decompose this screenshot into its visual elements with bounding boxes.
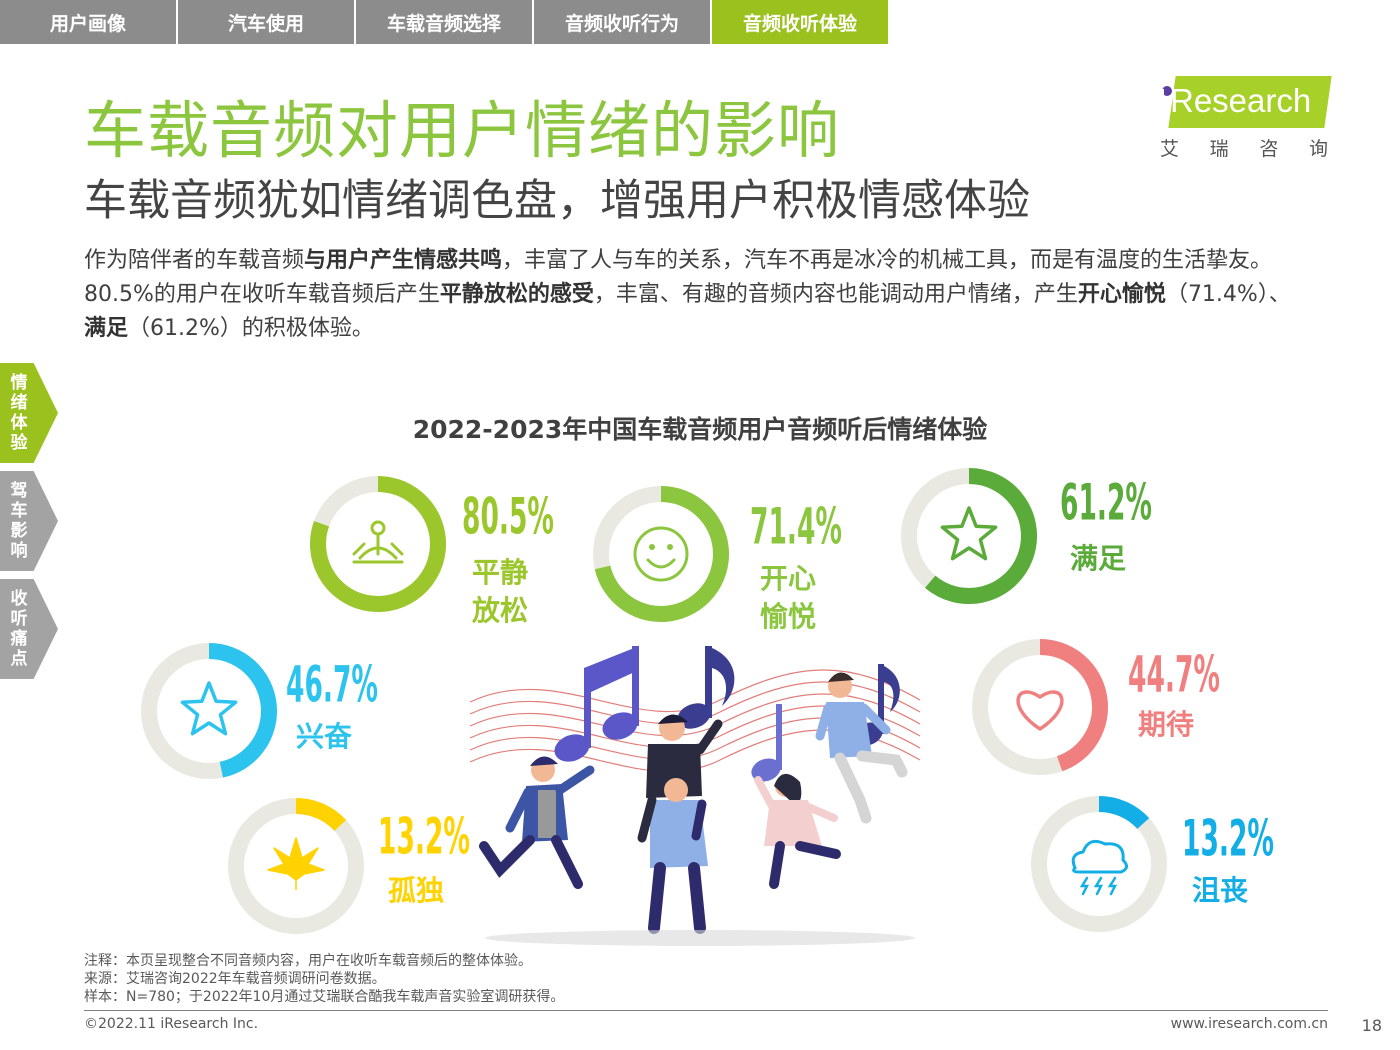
ground-shadow	[485, 930, 915, 946]
side-tab-driving-impact[interactable]: 驾车影响	[0, 471, 58, 571]
donut-arc	[208, 643, 277, 778]
meditation-icon	[352, 520, 404, 564]
nav-tab-audio-choice[interactable]: 车载音频选择	[356, 0, 532, 44]
logo-cn-char: 咨	[1259, 138, 1279, 160]
intro-paragraph: 作为陪伴者的车载音频与用户产生情感共鸣，丰富了人与车的关系，汽车不再是冰冷的机械…	[84, 244, 1364, 346]
storm-cloud-icon	[1071, 839, 1128, 896]
page-number: 18	[1361, 1016, 1382, 1035]
donut-value-label: 13.2%	[378, 808, 470, 866]
logo-cn-char: 询	[1308, 138, 1328, 160]
intro-text: ，丰富、有趣的音频内容也能调动用户情绪，产生	[593, 282, 1078, 307]
donut-category-label: 放松	[471, 594, 528, 627]
leaf-icon	[267, 837, 325, 890]
donut-7: 13.2% 沮丧	[1031, 796, 1274, 932]
intro-bold: 开心愉悦	[1077, 282, 1166, 307]
chart-title: 2022-2023年中国车载音频用户音频听后情绪体验	[412, 415, 988, 444]
donut-category-label: 开心	[760, 562, 816, 595]
donut-5: 44.7% 期待	[972, 639, 1220, 775]
dancer-4	[815, 672, 908, 824]
donut-1: 80.5% 平静放松	[310, 476, 554, 627]
donut-category-label: 愉悦	[760, 600, 816, 633]
donut-layer: 80.5% 平静放松 71.4% 开心愉悦 61.2% 满足 46.7% 兴奋 44.7% 期待 1…	[141, 468, 1274, 934]
side-tab-label: 情绪体验	[10, 373, 28, 453]
footnote-sample: 样本：N=780；于2022年10月通过艾瑞联合酷我车载声音实验室调研获得。	[84, 989, 565, 1005]
nav-tab-car-usage[interactable]: 汽车使用	[178, 0, 354, 44]
smiley-icon	[633, 526, 689, 582]
iresearch-logo: Research 艾 瑞 咨 询	[1158, 74, 1332, 161]
website-link[interactable]: www.iresearch.com.cn	[1170, 1016, 1328, 1032]
intro-bold: 满足	[84, 316, 129, 341]
intro-text: 80.5%的用户在收听车载音频后产生	[84, 282, 440, 307]
dancer-2-carrying	[637, 714, 723, 934]
intro-text: （61.2%）的积极体验。	[128, 316, 374, 341]
music-note-icon	[677, 646, 735, 729]
page-title: 车载音频对用户情绪的影响	[84, 94, 841, 167]
music-note-icon	[554, 646, 639, 762]
donut-6: 13.2% 孤独	[228, 798, 470, 934]
side-tabs: 情绪体验 驾车影响 收听痛点	[0, 363, 60, 687]
top-nav: 用户画像 汽车使用 车载音频选择 音频收听行为 音频收听体验	[0, 0, 890, 44]
donut-3: 61.2% 满足	[901, 468, 1152, 604]
donut-category-label: 平静	[472, 556, 528, 589]
logo-dot-icon	[1162, 86, 1172, 96]
donut-4: 46.7% 兴奋	[141, 643, 378, 779]
donut-category-label: 满足	[1070, 542, 1126, 575]
dancer-1	[479, 756, 595, 889]
donut-arc	[1098, 796, 1150, 830]
donut-category-label: 沮丧	[1192, 874, 1248, 907]
donut-category-label: 期待	[1138, 708, 1194, 741]
dancer-3	[754, 773, 841, 889]
footnote-source: 来源：艾瑞咨询2022年车载音频调研问卷数据。	[84, 971, 386, 987]
people-dancing-with-music-notes-illustration	[469, 646, 921, 946]
footer-divider	[84, 1010, 1328, 1011]
donut-value-label: 80.5%	[462, 488, 554, 546]
heart-icon	[1016, 690, 1064, 731]
intro-text: 作为陪伴者的车载音频	[84, 248, 305, 273]
star-icon	[180, 681, 238, 736]
music-note-icon	[751, 704, 782, 782]
donut-arc	[925, 468, 1037, 604]
nav-tab-user-profile[interactable]: 用户画像	[0, 0, 176, 44]
donut-arc	[310, 476, 446, 612]
intro-text: ，丰富了人与车的关系，汽车不再是冰冷的机械工具，而是有温度的生活挚友。	[502, 248, 1273, 273]
logo-word: Research	[1162, 82, 1311, 120]
logo-i-stem	[1162, 89, 1164, 115]
donut-value-label: 71.4%	[750, 498, 842, 556]
donut-2: 71.4% 开心愉悦	[593, 486, 842, 633]
donut-category-label: 孤独	[388, 874, 444, 907]
donut-category-label: 兴奋	[296, 720, 353, 753]
footnote-note: 注释：本页呈现整合不同音频内容，用户在收听车载音频后的整体体验。	[84, 953, 532, 969]
side-tab-label: 收听痛点	[10, 589, 28, 669]
star-icon	[940, 506, 998, 561]
intro-bold: 平静放松的感受	[439, 282, 594, 307]
side-tab-pain-points[interactable]: 收听痛点	[0, 579, 58, 679]
donut-value-label: 13.2%	[1182, 810, 1274, 868]
side-tab-label: 驾车影响	[10, 481, 28, 561]
intro-text: （71.4%）、	[1165, 282, 1291, 307]
page-subtitle: 车载音频犹如情绪调色盘，增强用户积极情感体验	[84, 176, 1030, 226]
logo-word-text: Research	[1170, 82, 1312, 119]
intro-bold: 与用户产生情感共鸣	[304, 248, 503, 273]
copyright: ©2022.11 iResearch Inc.	[84, 1016, 259, 1032]
logo-cn-name: 艾 瑞 咨 询	[1160, 134, 1328, 161]
donut-value-label: 46.7%	[286, 656, 378, 714]
donut-arc	[594, 486, 729, 622]
donut-value-label: 61.2%	[1060, 474, 1152, 532]
logo-cn-char: 瑞	[1209, 138, 1229, 160]
footnotes: 注释：本页呈现整合不同音频内容，用户在收听车载音频后的整体体验。 来源：艾瑞咨询…	[84, 952, 564, 1006]
nav-tab-listening-experience[interactable]: 音频收听体验	[712, 0, 888, 44]
donut-value-label: 44.7%	[1128, 646, 1220, 704]
logo-cn-char: 艾	[1160, 138, 1180, 160]
donut-arc	[1039, 639, 1108, 772]
nav-tab-listening-behavior[interactable]: 音频收听行为	[534, 0, 710, 44]
donut-arc	[295, 798, 347, 832]
side-tab-emotion[interactable]: 情绪体验	[0, 363, 58, 463]
